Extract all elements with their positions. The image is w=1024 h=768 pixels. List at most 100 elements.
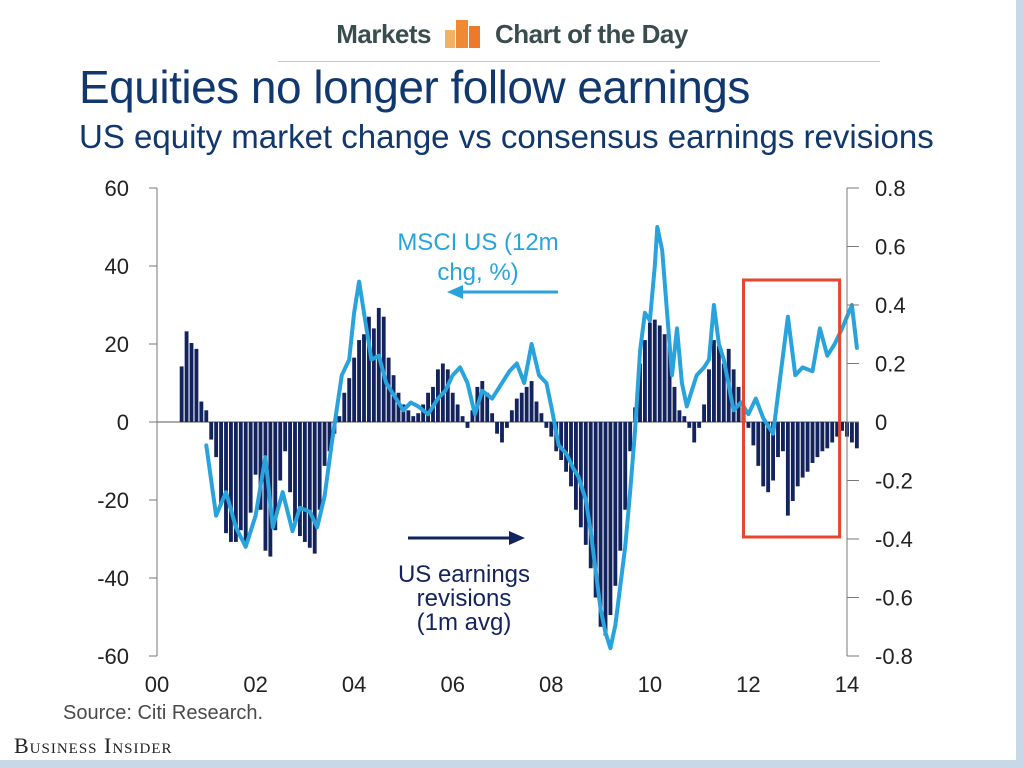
earnings-revision-bar xyxy=(248,422,253,513)
msci-annotation-text: chg, %) xyxy=(437,259,518,286)
earnings-revision-bar xyxy=(559,422,564,461)
earnings-revision-bar xyxy=(371,328,376,422)
earnings-revision-bar xyxy=(756,422,761,466)
earnings-revision-bar xyxy=(229,422,233,542)
feature-label: Chart of the Day xyxy=(494,18,688,49)
right-axis-tick-label: -0.4 xyxy=(875,527,913,552)
earnings-revision-bar xyxy=(524,386,529,422)
earnings-revision-bar xyxy=(529,381,534,422)
earnings-revision-bar xyxy=(776,422,780,458)
earnings-revision-bar xyxy=(312,422,317,554)
left-axis-tick-label: 20 xyxy=(105,332,129,357)
right-axis-tick-label: 0.8 xyxy=(875,176,906,201)
earnings-revision-bar xyxy=(179,366,184,422)
earnings-revision-bar xyxy=(288,422,292,493)
earnings-revision-bar xyxy=(662,334,667,422)
earnings-revision-bar xyxy=(697,422,702,428)
earnings-revision-bar xyxy=(327,422,332,452)
earnings-annotation-text: (1m avg) xyxy=(417,609,512,636)
earnings-revision-bar xyxy=(273,422,278,531)
earnings-revision-bar xyxy=(692,422,697,443)
earnings-revision-bar xyxy=(209,422,214,440)
earnings-revision-bar xyxy=(785,422,790,516)
earnings-revision-bar xyxy=(578,422,583,528)
left-arrow-icon xyxy=(447,285,463,299)
earnings-revision-bar xyxy=(298,422,302,537)
earnings-revision-bar xyxy=(367,316,371,422)
section-label: Markets xyxy=(336,18,431,49)
earnings-revision-bar xyxy=(835,422,840,437)
earnings-revision-bar xyxy=(771,422,775,481)
earnings-revision-bar xyxy=(376,307,381,422)
earnings-revision-bar xyxy=(781,422,785,452)
earnings-revision-bar xyxy=(258,422,263,510)
left-axis-tick-label: 0 xyxy=(117,410,129,435)
earnings-revision-bar xyxy=(638,363,642,422)
earnings-revision-bar xyxy=(569,422,573,487)
earnings-revision-bar xyxy=(509,410,514,422)
earnings-revision-bar xyxy=(347,378,352,422)
earnings-revision-bar xyxy=(317,422,322,510)
earnings-revision-bar xyxy=(702,404,706,422)
earnings-revision-bar xyxy=(445,369,450,422)
earnings-revision-bar xyxy=(519,392,524,422)
earnings-revision-bar xyxy=(184,331,189,422)
earnings-revision-bar xyxy=(825,422,830,449)
earnings-annotation-text: US earnings xyxy=(398,561,530,588)
earnings-revision-bar xyxy=(751,422,756,446)
msci-us-line xyxy=(204,225,859,651)
earnings-revision-bar xyxy=(766,422,771,493)
earnings-revision-bar xyxy=(490,413,495,422)
earnings-revision-bar xyxy=(657,325,662,422)
msci-us-line-layer xyxy=(204,225,859,651)
earnings-revision-bar xyxy=(426,392,430,422)
earnings-revision-bar xyxy=(500,422,504,443)
earnings-revision-bar xyxy=(357,340,361,422)
earnings-revision-bar xyxy=(219,422,223,504)
right-axis-tick-label: 0 xyxy=(875,410,887,435)
highlight-box xyxy=(742,278,842,539)
earnings-revision-bar xyxy=(830,422,835,443)
earnings-revision-bar xyxy=(302,422,307,542)
earnings-revision-bar xyxy=(603,422,608,636)
earnings-revision-bar xyxy=(850,422,854,443)
earnings-revision-bar xyxy=(598,422,603,627)
earnings-revision-bar xyxy=(805,422,810,472)
x-axis-tick-label: 14 xyxy=(835,672,859,697)
right-axis-tick-label: 0.4 xyxy=(875,293,906,318)
earnings-revision-bar xyxy=(712,340,716,422)
earnings-revision-bar xyxy=(204,410,209,422)
earnings-revision-bar xyxy=(416,413,421,422)
earnings-revision-bar xyxy=(352,357,357,422)
x-axis-tick-label: 08 xyxy=(539,672,563,697)
earnings-revision-bar xyxy=(293,422,297,522)
earnings-revision-bar xyxy=(628,422,633,452)
earnings-annotation-text: revisions xyxy=(417,585,512,612)
right-axis-tick-label: -0.2 xyxy=(875,469,913,494)
earnings-revision-bar xyxy=(613,422,618,586)
bar-chart-logo-icon xyxy=(444,20,481,48)
earnings-revision-bar xyxy=(495,422,499,434)
earnings-revision-bar xyxy=(214,422,219,458)
earnings-revision-bar xyxy=(583,422,588,545)
earnings-revision-bar xyxy=(263,422,268,551)
earnings-revision-bar xyxy=(194,348,199,422)
earnings-revision-bar xyxy=(549,422,554,437)
chart-subtitle: US equity market change vs consensus ear… xyxy=(79,118,934,155)
earnings-revision-bar xyxy=(455,404,460,422)
earnings-revision-bar xyxy=(411,416,416,422)
banner-divider xyxy=(278,61,880,62)
earnings-revision-bar xyxy=(238,422,243,531)
earnings-revision-bar xyxy=(199,401,204,422)
earnings-revision-bar xyxy=(800,422,805,478)
x-axis-tick-label: 10 xyxy=(638,672,662,697)
earnings-revision-bar xyxy=(421,404,426,422)
earnings-revision-bar xyxy=(544,422,549,428)
right-axis-tick-label: -0.6 xyxy=(875,586,913,611)
chart-of-the-day-banner: Markets Chart of the Day xyxy=(0,14,1024,54)
earnings-revision-bar xyxy=(342,392,347,422)
publisher-brand-text: Business Insider xyxy=(14,733,173,758)
earnings-revision-bar xyxy=(391,375,396,422)
earnings-revision-bar xyxy=(470,410,475,422)
left-axis-tick-label: -40 xyxy=(97,566,129,591)
